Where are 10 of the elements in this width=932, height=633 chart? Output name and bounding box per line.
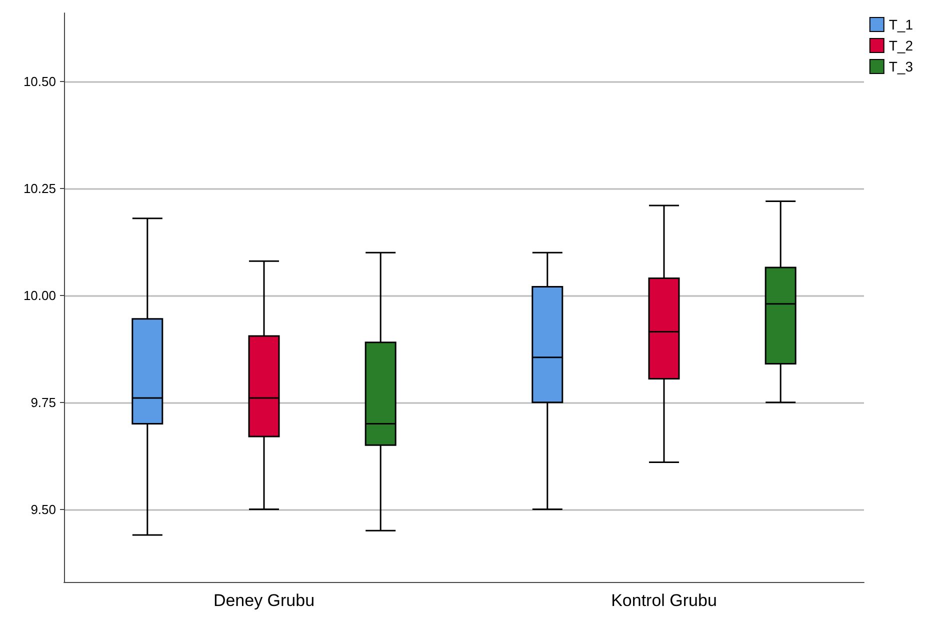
y-tick-label: 10.50 xyxy=(23,74,56,89)
legend-label: T_1 xyxy=(888,16,914,32)
legend-label: T_2 xyxy=(888,38,914,54)
x-tick-label: Kontrol Grubu xyxy=(611,591,717,610)
y-tick-label: 9.50 xyxy=(30,502,56,517)
x-tick-label: Deney Grubu xyxy=(213,591,315,610)
legend-label: T_3 xyxy=(888,58,914,74)
y-tick-label: 10.00 xyxy=(23,288,56,303)
y-tick-label: 9.75 xyxy=(30,394,56,410)
y-tick-label: 10.25 xyxy=(23,180,56,196)
